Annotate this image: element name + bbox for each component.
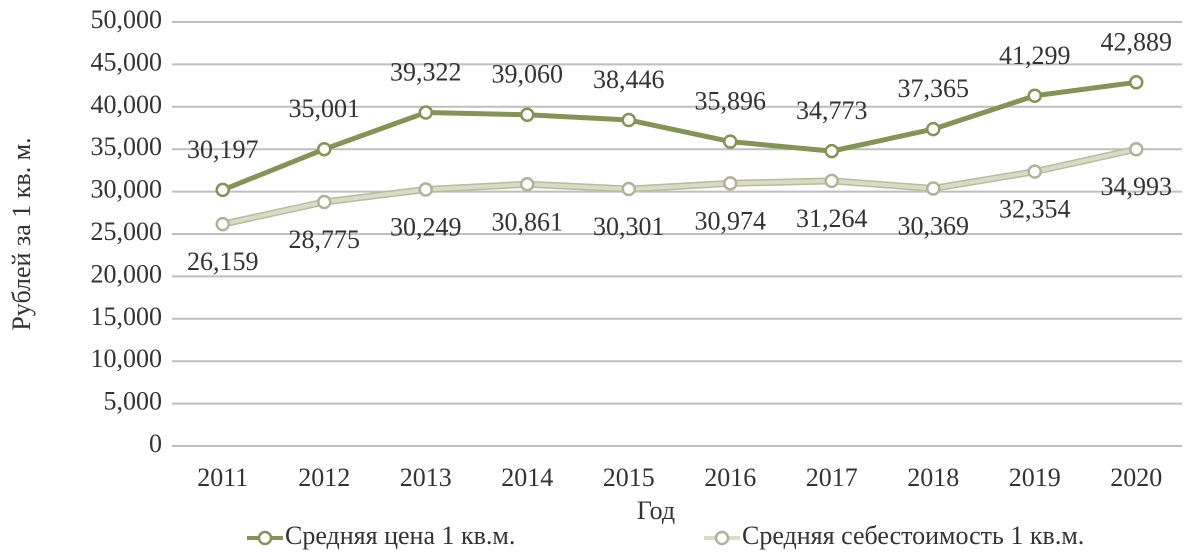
point xyxy=(926,121,941,137)
x-tick-label: 2017 xyxy=(806,463,858,492)
y-tick-label: 0 xyxy=(149,429,162,458)
data-label: 39,322 xyxy=(390,58,462,87)
point xyxy=(1129,75,1144,90)
data-label: 34,993 xyxy=(1101,172,1173,201)
point xyxy=(418,105,433,120)
data-label: 30,197 xyxy=(187,135,259,164)
data-label: 30,861 xyxy=(492,207,564,236)
data-label: 30,301 xyxy=(593,212,665,241)
point xyxy=(520,177,535,192)
x-tick-label: 2011 xyxy=(197,463,248,492)
y-tick-label: 40,000 xyxy=(91,90,163,119)
data-label: 41,299 xyxy=(999,41,1071,70)
data-label: 30,974 xyxy=(695,206,767,235)
point xyxy=(824,143,839,159)
x-tick-label: 2014 xyxy=(501,463,553,492)
point xyxy=(824,173,839,189)
point xyxy=(621,112,636,128)
y-tick-label: 50,000 xyxy=(91,5,163,34)
y-tick-label: 35,000 xyxy=(91,132,163,161)
data-label: 35,001 xyxy=(289,94,361,123)
point xyxy=(723,176,738,191)
data-label: 38,446 xyxy=(593,65,665,94)
point xyxy=(1129,142,1144,157)
y-tick-label: 10,000 xyxy=(91,344,163,373)
data-label: 35,896 xyxy=(695,87,767,116)
point xyxy=(621,181,636,197)
data-label: 31,264 xyxy=(796,204,868,233)
y-tick-label: 25,000 xyxy=(91,217,163,246)
y-tick-label: 20,000 xyxy=(91,259,163,288)
legend-label: Средняя цена 1 кв.м. xyxy=(285,521,515,550)
point xyxy=(215,182,230,198)
y-tick-label: 15,000 xyxy=(91,302,163,331)
x-tick-label: 2020 xyxy=(1110,463,1162,492)
x-tick-label: 2012 xyxy=(298,463,350,492)
point xyxy=(317,194,332,210)
point xyxy=(1027,164,1042,179)
point xyxy=(317,141,332,157)
legend-marker xyxy=(257,530,273,546)
series-line xyxy=(222,147,1137,227)
x-tick-label: 2018 xyxy=(907,463,959,492)
point xyxy=(418,182,433,197)
point xyxy=(926,181,941,196)
data-label: 26,159 xyxy=(187,247,259,276)
y-tick-label: 45,000 xyxy=(91,47,163,76)
x-tick-label: 2019 xyxy=(1009,463,1061,492)
series-line xyxy=(221,79,1137,193)
x-tick-label: 2013 xyxy=(400,463,452,492)
x-axis-title: Год xyxy=(637,496,675,525)
y-tick-label: 5,000 xyxy=(104,387,163,416)
point xyxy=(723,134,738,149)
legend-marker xyxy=(714,530,730,546)
data-label: 30,369 xyxy=(898,211,970,240)
data-label: 42,889 xyxy=(1101,27,1173,56)
y-axis-title: Рублей за 1 кв. м. xyxy=(7,137,36,330)
data-label: 28,775 xyxy=(289,225,361,254)
data-label: 32,354 xyxy=(999,195,1071,224)
x-tick-label: 2015 xyxy=(603,463,655,492)
data-label: 37,365 xyxy=(898,74,970,103)
point xyxy=(215,216,230,232)
data-label: 34,773 xyxy=(796,96,868,125)
x-tick-label: 2016 xyxy=(704,463,756,492)
data-label: 39,060 xyxy=(492,60,564,89)
data-label: 30,249 xyxy=(390,212,462,241)
point xyxy=(1027,88,1042,104)
y-tick-label: 30,000 xyxy=(91,175,163,204)
legend-label: Средняя себестоимость 1 кв.м. xyxy=(742,521,1084,550)
point xyxy=(520,107,535,123)
